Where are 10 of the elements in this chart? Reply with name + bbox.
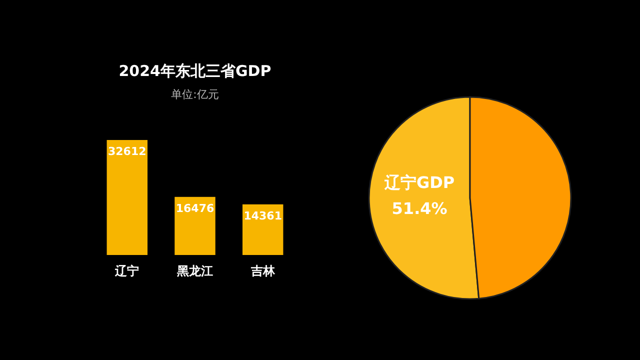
data-label: 32612 (108, 145, 146, 158)
x-tick-label: 吉林 (250, 264, 276, 278)
slice-label: 辽宁GDP (383, 173, 455, 192)
data-label: 16476 (176, 202, 214, 215)
chart-subtitle: 单位:亿元 (171, 88, 219, 101)
x-tick-label: 黑龙江 (176, 264, 213, 278)
x-tick-label: 辽宁 (114, 264, 140, 278)
data-label: 51.4% (392, 199, 448, 218)
chart-title: 2024年东北三省GDP (118, 62, 272, 80)
data-label: 14361 (244, 209, 282, 222)
